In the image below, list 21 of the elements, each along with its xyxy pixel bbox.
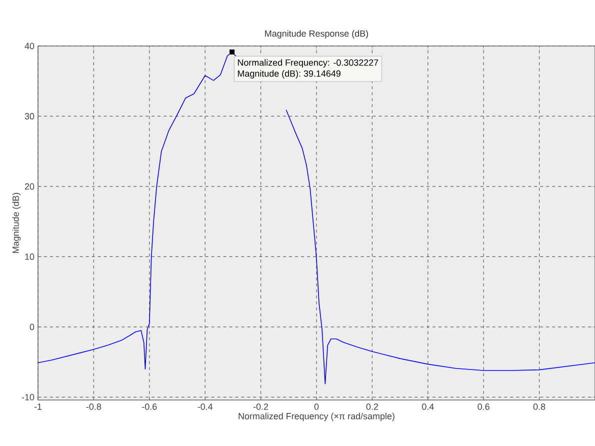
- x-tick-label: 0.6: [478, 404, 490, 410]
- x-tick-label: -0.8: [86, 404, 102, 410]
- x-tick-label: -1: [34, 404, 42, 410]
- annotation: Magnitude (dB): 39.14649: [238, 70, 340, 78]
- x-tick-label: 0: [314, 404, 319, 410]
- y-tick-label: 10: [25, 254, 34, 260]
- x-axis-title: Normalized Frequency (×π rad/sample): [238, 412, 394, 422]
- y-tick-label: 40: [24, 42, 34, 50]
- annotation: Normalized Frequency: -0.3032227: [238, 59, 378, 68]
- x-tick-label: 0.4: [422, 404, 434, 410]
- y-tick-label: 20: [24, 183, 34, 190]
- y-tick-label: -10: [22, 394, 34, 400]
- y-tick-label: 30: [24, 113, 34, 120]
- x-tick-label: 0.2: [366, 404, 378, 410]
- x-tick-label: -0.2: [253, 404, 268, 410]
- x-tick-label: -0.6: [142, 404, 157, 410]
- x-tick-label: 0.8: [533, 404, 546, 410]
- y-axis-title: Magnitude (dB): [12, 192, 21, 253]
- x-tick-label: -0.4: [198, 404, 213, 410]
- y-tick-label: 0: [30, 324, 34, 330]
- chart-title: Magnitude Response (dB): [265, 30, 368, 38]
